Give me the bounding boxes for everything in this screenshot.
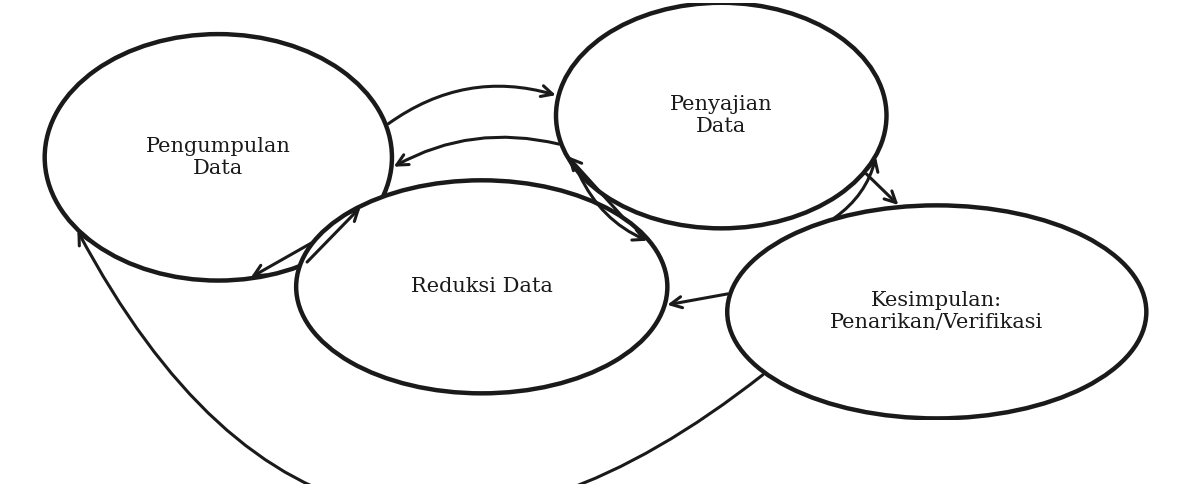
Ellipse shape [728,205,1146,418]
Ellipse shape [556,3,887,228]
Text: Penyajian
Data: Penyajian Data [670,95,772,136]
Ellipse shape [45,34,392,281]
Text: Reduksi Data: Reduksi Data [410,277,552,296]
Text: Kesimpulan:
Penarikan/Verifikasi: Kesimpulan: Penarikan/Verifikasi [830,291,1043,333]
Text: Pengumpulan
Data: Pengumpulan Data [146,137,291,178]
Ellipse shape [296,181,668,393]
